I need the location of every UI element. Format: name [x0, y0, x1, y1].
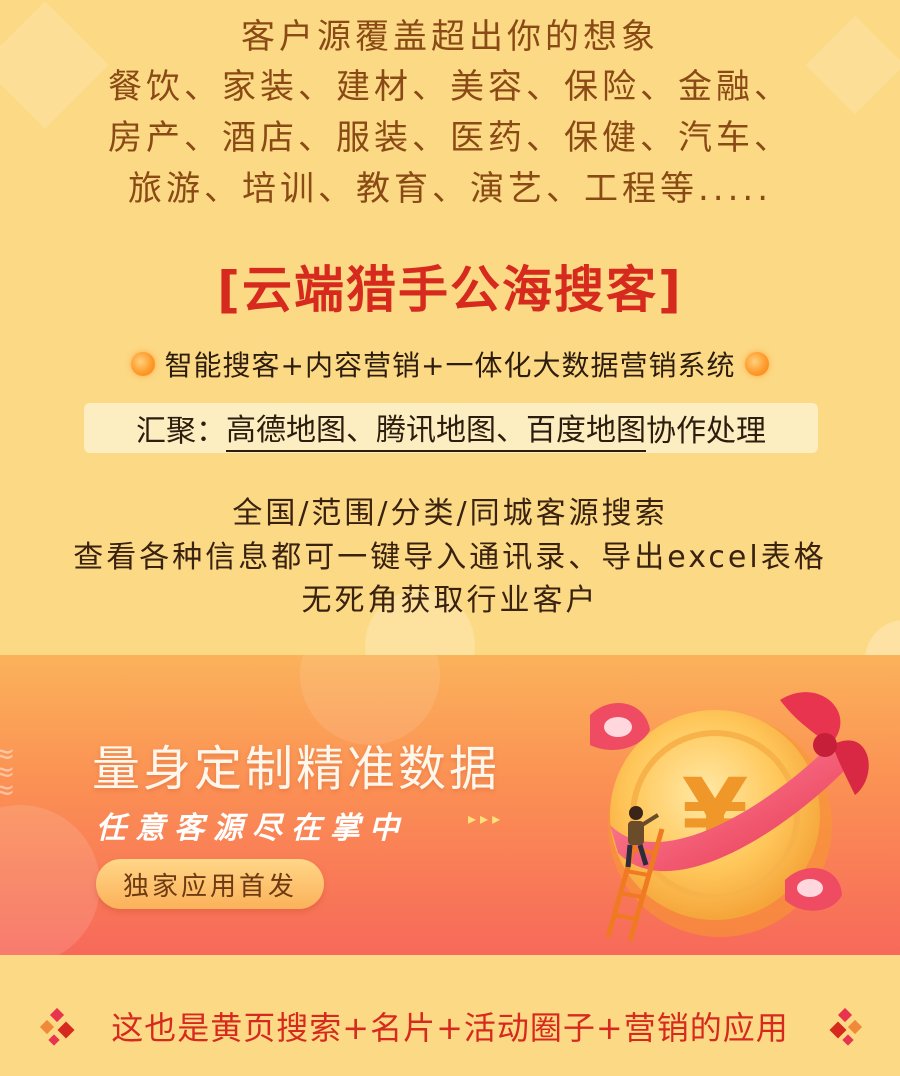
headline-line: 客户源覆盖超出你的想象	[241, 17, 659, 57]
feature-text: 智能搜客+内容营销+一体化大数据营销系统	[164, 349, 736, 382]
promo-banner: ≈ ≈ ≈ 量身定制精准数据 任意客源尽在掌中 ▸▸▸ 独家应用首发	[0, 655, 900, 955]
footer-slogan: 这也是黄页搜索+名片+活动圈子+营销的应用	[111, 1009, 789, 1047]
banner-title: 量身定制精准数据	[92, 741, 501, 797]
description-line: 无死角获取行业客户	[301, 583, 599, 618]
map-sources-box: 汇聚： 高德地图、腾讯地图、百度地图 协作处理	[84, 403, 818, 453]
map-sources-list: 高德地图、腾讯地图、百度地图	[226, 405, 646, 452]
banner-glow-decoration	[0, 805, 100, 955]
arrows-icon: ▸▸▸	[468, 809, 505, 828]
headline-line: 餐饮、家装、建材、美容、保险、金融、	[108, 67, 792, 107]
headline-line: 房产、酒店、服装、医药、保健、汽车、	[108, 118, 792, 158]
headline-line: 旅游、培训、教育、演艺、工程等.....	[127, 169, 773, 209]
red-diamond-cluster-icon	[39, 1008, 75, 1046]
banner-subtitle: 任意客源尽在掌中	[96, 811, 408, 846]
zigzag-decoration: ≈ ≈ ≈	[0, 737, 16, 806]
orange-dot-icon	[130, 352, 155, 376]
map-sources-suffix: 协作处理	[646, 414, 766, 449]
red-diamond-cluster-icon	[829, 1008, 863, 1046]
orange-dot-icon	[745, 352, 770, 376]
exclusive-launch-button[interactable]: 独家应用首发	[96, 859, 324, 909]
coin-illustration: ¥	[590, 692, 869, 942]
description-line: 全国/范围/分类/同城客源搜索	[232, 496, 668, 531]
map-sources-prefix: 汇聚：	[136, 414, 226, 449]
feature-row: 智能搜客+内容营销+一体化大数据营销系统	[0, 344, 900, 384]
brand-title: [云端猎手公海搜客]	[217, 261, 683, 319]
climbing-person-icon	[625, 806, 660, 868]
ribbon-bow-icon	[590, 692, 869, 911]
description-line: 查看各种信息都可一键导入通讯录、导出excel表格	[73, 540, 827, 575]
